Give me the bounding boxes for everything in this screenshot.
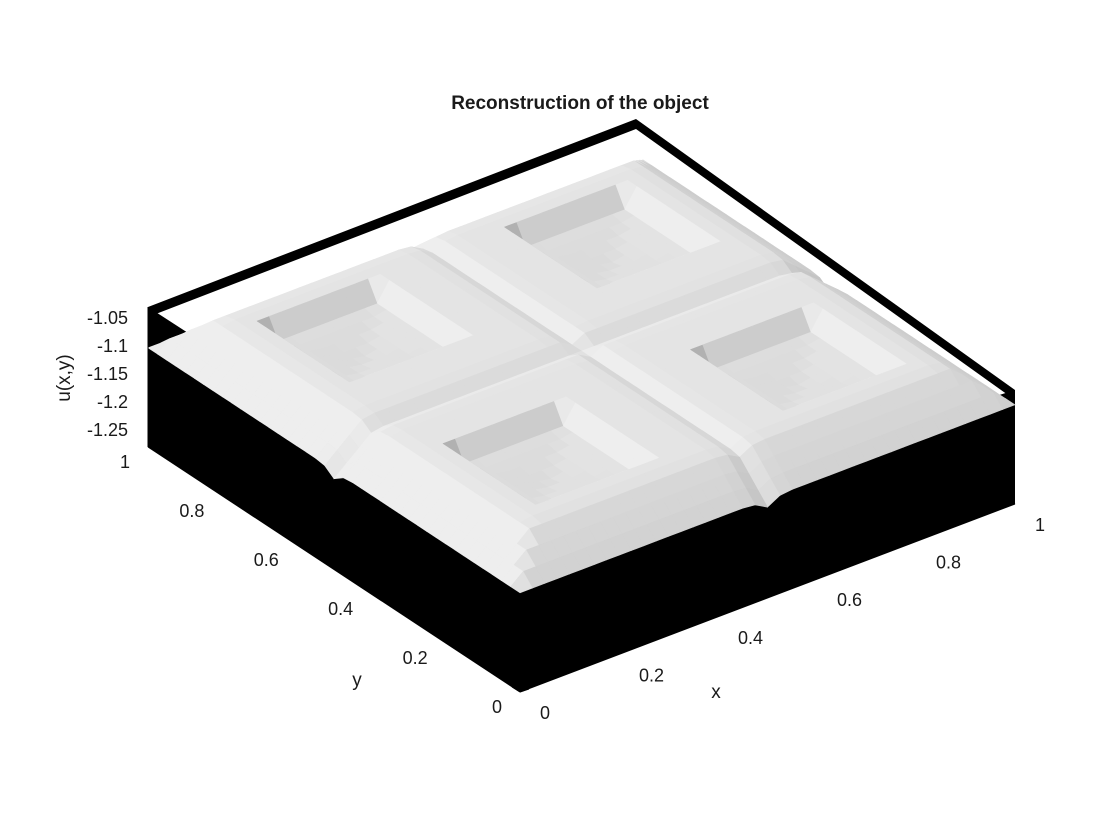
x-tick-label: 0.2 bbox=[639, 665, 664, 685]
z-tick-mark bbox=[147, 397, 157, 403]
z-tick-label: -1.05 bbox=[87, 308, 128, 328]
z-tick-mark bbox=[147, 313, 157, 319]
surface-layer bbox=[147, 159, 1016, 594]
z-tick-mark bbox=[147, 369, 157, 375]
x-tick-label: 0.6 bbox=[837, 590, 862, 610]
x-tick-mark bbox=[511, 686, 521, 693]
y-axis-label: y bbox=[352, 670, 362, 691]
z-tick-label: -1.25 bbox=[87, 420, 128, 440]
x-tick-label: 0.8 bbox=[936, 553, 961, 573]
y-tick-label: 0 bbox=[492, 697, 502, 717]
x-axis-line bbox=[519, 503, 1016, 693]
x-tick-mark bbox=[709, 611, 719, 618]
x-axis-label: x bbox=[711, 682, 721, 703]
z-axis-label: u(x,y) bbox=[54, 354, 75, 402]
chart-title: Reconstruction of the object bbox=[451, 93, 709, 114]
surface-patch bbox=[510, 570, 533, 594]
z-tick-label: -1.2 bbox=[97, 392, 128, 412]
y-tick-label: 0.8 bbox=[179, 501, 204, 521]
y-tick-label: 1 bbox=[120, 452, 130, 472]
y-axis-line bbox=[147, 446, 521, 693]
z-tick-label: -1.1 bbox=[97, 336, 128, 356]
x-tick-label: 0 bbox=[540, 703, 550, 723]
y-tick-mark bbox=[296, 541, 306, 546]
x-tick-mark bbox=[907, 536, 917, 543]
z-tick-label: -1.15 bbox=[87, 364, 128, 384]
x-tick-label: 0.4 bbox=[738, 628, 763, 648]
x-ticks: 0 0.2 0.4 0.6 0.8 1 bbox=[511, 498, 1045, 723]
x-tick-mark bbox=[808, 573, 818, 580]
x-tick-mark bbox=[610, 648, 620, 655]
z-tick-mark bbox=[147, 341, 157, 347]
y-tick-label: 0.4 bbox=[328, 599, 353, 619]
y-tick-mark bbox=[519, 688, 530, 693]
z-ticks: -1.05 -1.1 -1.15 -1.2 -1.25 bbox=[87, 308, 157, 440]
y-tick-label: 0.6 bbox=[254, 550, 279, 570]
y-tick-mark bbox=[147, 443, 158, 448]
y-tick-label: 0.2 bbox=[403, 648, 428, 668]
axis-lines bbox=[147, 307, 1016, 693]
front-side-wall bbox=[520, 390, 1015, 692]
y-ticks: 0 0.2 0.4 0.6 0.8 1 bbox=[120, 443, 530, 717]
z-tick-mark bbox=[147, 425, 157, 431]
y-tick-mark bbox=[445, 639, 455, 644]
y-tick-mark bbox=[371, 590, 381, 595]
y-tick-mark bbox=[222, 492, 232, 497]
x-tick-mark bbox=[1006, 498, 1016, 505]
x-tick-label: 1 bbox=[1035, 515, 1045, 535]
